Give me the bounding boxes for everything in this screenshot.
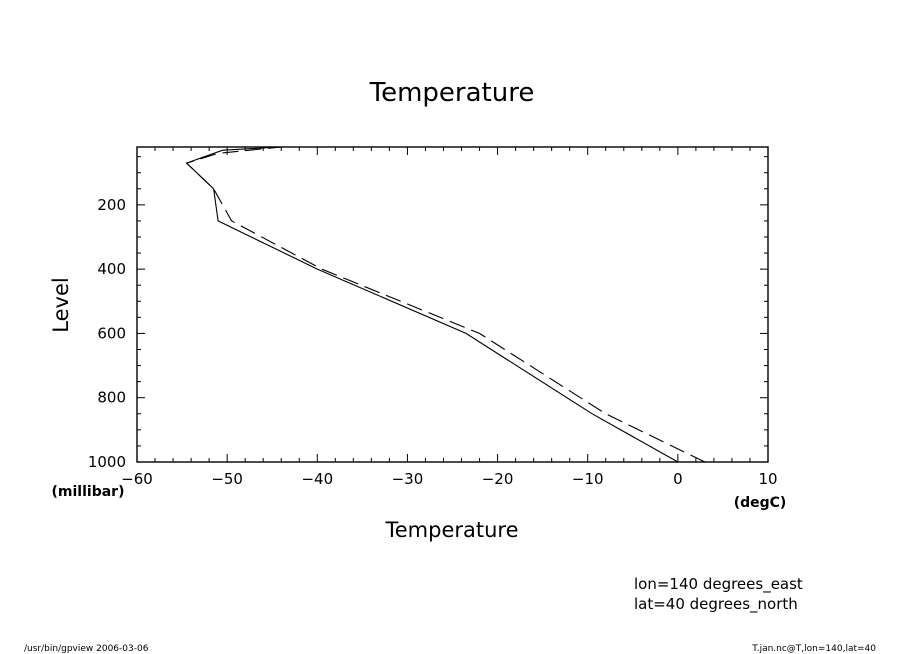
- x-tick-label: 10: [758, 470, 777, 488]
- y-tick-label: 400: [97, 260, 126, 278]
- y-unit-label: (millibar): [52, 484, 125, 500]
- y-tick-label: 200: [97, 196, 126, 214]
- footer-right: T.jan.nc@T,lon=140,lat=40: [751, 644, 876, 654]
- series-line-solid: [185, 146, 679, 463]
- y-axis-label: Level: [49, 277, 73, 332]
- x-tick-label: −50: [211, 470, 243, 488]
- y-tick-label: 800: [97, 389, 126, 407]
- x-tick-label: −20: [482, 470, 514, 488]
- y-tick-label: 1000: [88, 453, 126, 471]
- series-line-dashed: [185, 146, 706, 463]
- x-tick-label: −30: [392, 470, 424, 488]
- tick-labels: −60 −50 −40 −30 −20 −10 0 10 200 400 600 800 1000: [88, 196, 778, 488]
- chart-title: Temperature: [369, 78, 535, 108]
- data-series: [185, 146, 706, 463]
- x-tick-label: −60: [121, 470, 153, 488]
- x-tick-label: 0: [673, 470, 683, 488]
- x-tick-label: −10: [572, 470, 604, 488]
- axis-ticks: [136, 147, 769, 463]
- info-line-lat: lat=40 degrees_north: [634, 595, 798, 614]
- footer-left: /usr/bin/gpview 2006-03-06: [24, 644, 149, 654]
- x-axis-label: Temperature: [384, 518, 518, 542]
- y-tick-label: 600: [97, 324, 126, 342]
- x-unit-label: (degC): [734, 495, 787, 511]
- x-tick-label: −40: [301, 470, 333, 488]
- plot-frame: [136, 146, 769, 463]
- info-line-lon: lon=140 degrees_east: [634, 575, 803, 594]
